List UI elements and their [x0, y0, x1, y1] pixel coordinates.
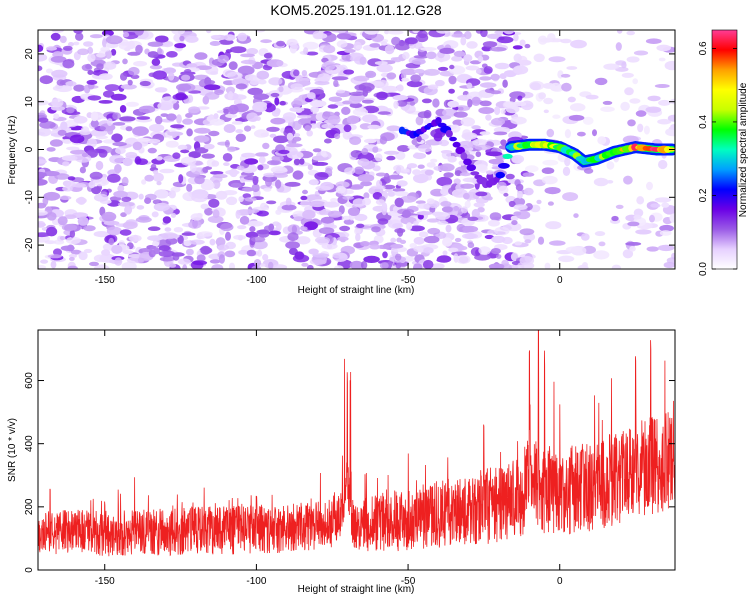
colorbar-gradient — [712, 30, 737, 269]
snr-series-line — [38, 330, 675, 557]
x-tick-label: -150 — [95, 275, 115, 286]
y-tick-label: -20 — [24, 237, 35, 252]
spectrogram-signal — [398, 117, 675, 189]
snr-frame — [37, 329, 676, 571]
spectrogram-y-label: Frequency (Hz) — [7, 116, 18, 185]
snr-y-ticks: 0 200 400 600 — [24, 372, 675, 573]
snr-panel: -150 -100 -50 0 0 200 400 600 Height of straig… — [7, 329, 676, 595]
y-tick-label: 600 — [24, 372, 35, 389]
spectrogram-y-ticks: -20 -10 0 10 20 — [24, 48, 675, 252]
colorbar-tick-label: 0.4 — [698, 115, 709, 129]
y-tick-label: 20 — [24, 48, 35, 60]
y-tick-label: 0 — [24, 567, 35, 573]
y-tick-label: 400 — [24, 435, 35, 452]
x-tick-label: -150 — [95, 576, 115, 587]
colorbar-ticks: 0.0 0.2 0.4 0.6 — [698, 41, 737, 276]
colorbar-tick-label: 0.6 — [698, 41, 709, 55]
spectrogram-noise — [38, 30, 675, 269]
snr-x-label: Height of straight line (km) — [298, 584, 415, 595]
y-tick-label: 0 — [24, 146, 35, 152]
colorbar-tick-label: 0.0 — [698, 262, 709, 276]
spectrogram-x-label: Height of straight line (km) — [298, 285, 415, 296]
colorbar-tick-label: 0.2 — [698, 188, 709, 202]
snr-y-label: SNR (10 * v/v) — [7, 418, 18, 482]
figure-title: KOM5.2025.191.01.12.G28 — [270, 2, 441, 18]
colorbar-frame — [711, 29, 738, 270]
spectrogram-x-ticks: -150 -100 -50 0 — [95, 30, 563, 286]
snr-x-ticks: -150 -100 -50 0 — [95, 330, 563, 587]
x-tick-label: -100 — [246, 275, 266, 286]
colorbar-label: Normalized spectral amplitude — [738, 82, 749, 217]
x-tick-label: -100 — [246, 576, 266, 587]
x-tick-label: -50 — [401, 275, 416, 286]
x-tick-label: -50 — [401, 576, 416, 587]
colorbar: 0.0 0.2 0.4 0.6 Normalized spectral amplitu… — [698, 29, 749, 276]
x-tick-label: 0 — [557, 576, 563, 587]
y-tick-label: 200 — [24, 498, 35, 515]
x-tick-label: 0 — [557, 275, 563, 286]
y-tick-label: -10 — [24, 190, 35, 205]
y-tick-label: 10 — [24, 96, 35, 108]
